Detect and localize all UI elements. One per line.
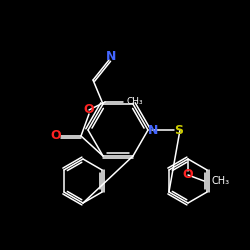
- Text: CH₃: CH₃: [127, 98, 144, 106]
- Text: N: N: [106, 50, 116, 62]
- Text: N: N: [148, 124, 158, 136]
- Text: O: O: [84, 104, 94, 117]
- Text: O: O: [51, 130, 61, 142]
- Text: CH₃: CH₃: [212, 176, 230, 186]
- Text: S: S: [174, 124, 184, 136]
- Text: O: O: [183, 168, 193, 181]
